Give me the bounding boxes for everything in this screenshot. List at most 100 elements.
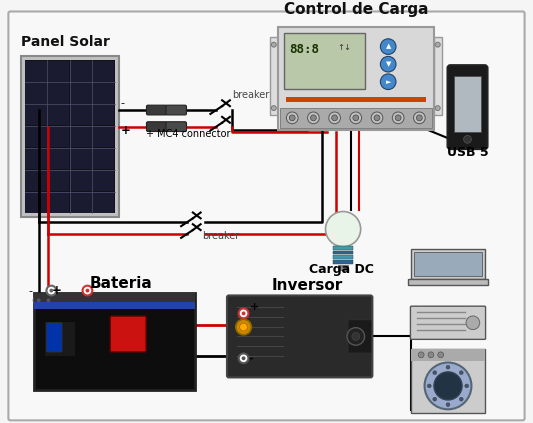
FancyBboxPatch shape <box>93 104 114 126</box>
FancyBboxPatch shape <box>26 192 47 213</box>
FancyBboxPatch shape <box>25 60 115 214</box>
Text: +: + <box>120 124 131 137</box>
FancyBboxPatch shape <box>46 323 62 352</box>
Circle shape <box>434 372 462 400</box>
FancyBboxPatch shape <box>434 37 442 115</box>
FancyBboxPatch shape <box>70 192 92 213</box>
Text: +: + <box>51 285 61 297</box>
Circle shape <box>371 112 383 124</box>
FancyBboxPatch shape <box>93 61 114 82</box>
Text: -: - <box>120 98 125 108</box>
FancyBboxPatch shape <box>93 126 114 147</box>
Bar <box>333 246 353 250</box>
FancyBboxPatch shape <box>147 122 167 132</box>
FancyBboxPatch shape <box>48 61 69 82</box>
Circle shape <box>414 112 425 124</box>
Circle shape <box>50 288 53 293</box>
Text: Bateria: Bateria <box>90 276 153 291</box>
FancyBboxPatch shape <box>166 105 187 115</box>
Circle shape <box>459 371 463 375</box>
Text: ►: ► <box>385 79 391 85</box>
Circle shape <box>418 352 424 358</box>
Circle shape <box>435 106 440 110</box>
Bar <box>333 255 353 259</box>
Text: breaker: breaker <box>232 91 269 100</box>
Circle shape <box>427 384 431 388</box>
FancyBboxPatch shape <box>48 82 69 104</box>
FancyBboxPatch shape <box>408 279 488 285</box>
Circle shape <box>329 112 341 124</box>
Circle shape <box>289 115 295 121</box>
FancyBboxPatch shape <box>93 148 114 169</box>
FancyBboxPatch shape <box>410 306 486 339</box>
FancyBboxPatch shape <box>48 192 69 213</box>
Circle shape <box>464 135 471 143</box>
FancyBboxPatch shape <box>411 249 484 279</box>
Circle shape <box>83 286 92 295</box>
Circle shape <box>46 298 50 302</box>
Circle shape <box>332 115 337 121</box>
FancyBboxPatch shape <box>48 148 69 169</box>
FancyBboxPatch shape <box>26 148 47 169</box>
Circle shape <box>241 356 246 360</box>
FancyBboxPatch shape <box>70 126 92 147</box>
FancyBboxPatch shape <box>70 148 92 169</box>
Circle shape <box>46 286 56 295</box>
FancyBboxPatch shape <box>411 349 484 412</box>
Circle shape <box>459 397 463 401</box>
FancyBboxPatch shape <box>70 82 92 104</box>
FancyBboxPatch shape <box>284 33 365 89</box>
Circle shape <box>350 112 362 124</box>
Circle shape <box>37 298 41 302</box>
FancyBboxPatch shape <box>227 295 373 377</box>
Circle shape <box>395 115 401 121</box>
Text: ▼: ▼ <box>385 61 391 67</box>
Bar <box>338 265 348 270</box>
Text: ▲: ▲ <box>385 44 391 49</box>
Text: 88:8: 88:8 <box>289 44 319 56</box>
Circle shape <box>239 308 248 318</box>
Bar <box>333 250 353 255</box>
Text: -: - <box>29 286 33 297</box>
Circle shape <box>85 288 90 293</box>
Circle shape <box>438 352 443 358</box>
Bar <box>411 349 484 360</box>
Circle shape <box>392 112 404 124</box>
Circle shape <box>381 39 396 55</box>
FancyBboxPatch shape <box>34 293 195 390</box>
Text: + MC4 connector: + MC4 connector <box>146 129 230 139</box>
Circle shape <box>326 212 361 247</box>
FancyBboxPatch shape <box>93 82 114 104</box>
Circle shape <box>425 363 471 409</box>
Bar <box>34 302 195 309</box>
FancyBboxPatch shape <box>270 37 278 115</box>
Bar <box>45 322 75 356</box>
FancyBboxPatch shape <box>280 108 432 128</box>
Circle shape <box>374 115 380 121</box>
FancyBboxPatch shape <box>26 104 47 126</box>
Circle shape <box>416 115 422 121</box>
FancyBboxPatch shape <box>70 61 92 82</box>
Circle shape <box>353 115 359 121</box>
Circle shape <box>446 365 450 369</box>
Circle shape <box>44 295 53 305</box>
FancyBboxPatch shape <box>26 126 47 147</box>
Bar <box>333 260 353 264</box>
Circle shape <box>466 316 480 330</box>
FancyBboxPatch shape <box>70 170 92 191</box>
FancyBboxPatch shape <box>278 27 434 129</box>
Circle shape <box>428 352 434 358</box>
FancyBboxPatch shape <box>48 126 69 147</box>
FancyBboxPatch shape <box>110 316 146 352</box>
Text: -: - <box>248 354 253 364</box>
Circle shape <box>381 74 396 90</box>
FancyBboxPatch shape <box>26 61 47 82</box>
FancyBboxPatch shape <box>147 105 167 115</box>
Text: ↑↓: ↑↓ <box>337 43 351 52</box>
Text: USB 5: USB 5 <box>447 146 488 159</box>
Circle shape <box>381 56 396 72</box>
Circle shape <box>352 332 360 341</box>
FancyBboxPatch shape <box>448 65 488 149</box>
FancyBboxPatch shape <box>348 320 372 353</box>
Text: breaker: breaker <box>203 231 240 241</box>
